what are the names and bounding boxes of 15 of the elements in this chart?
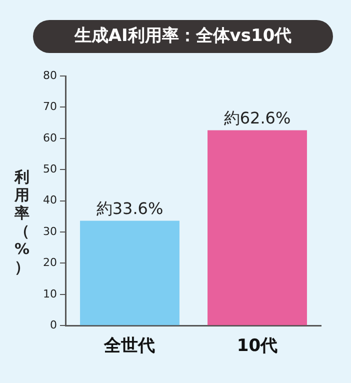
y-tick-label: 20: [42, 256, 57, 270]
y-tick-label: 40: [42, 194, 57, 207]
y-tick-label: 0: [50, 318, 57, 332]
y-tick-label: 70: [42, 100, 57, 114]
data-label: 約33.6%: [96, 198, 164, 218]
y-tick-label: 30: [42, 224, 57, 238]
x-tick-label: 10代: [236, 336, 278, 356]
data-label: 約62.6%: [224, 108, 291, 128]
chart-title: 生成AI利用率：全体vs10代: [33, 20, 333, 53]
y-tick-label: 80: [42, 68, 57, 82]
y-tick-label: 60: [42, 131, 57, 144]
y-tick-label: 50: [42, 162, 57, 176]
x-tick-label: 全世代: [103, 336, 156, 356]
y-tick-label: 10: [42, 287, 57, 300]
y-axis-title: 利用率（%）: [13, 168, 31, 276]
